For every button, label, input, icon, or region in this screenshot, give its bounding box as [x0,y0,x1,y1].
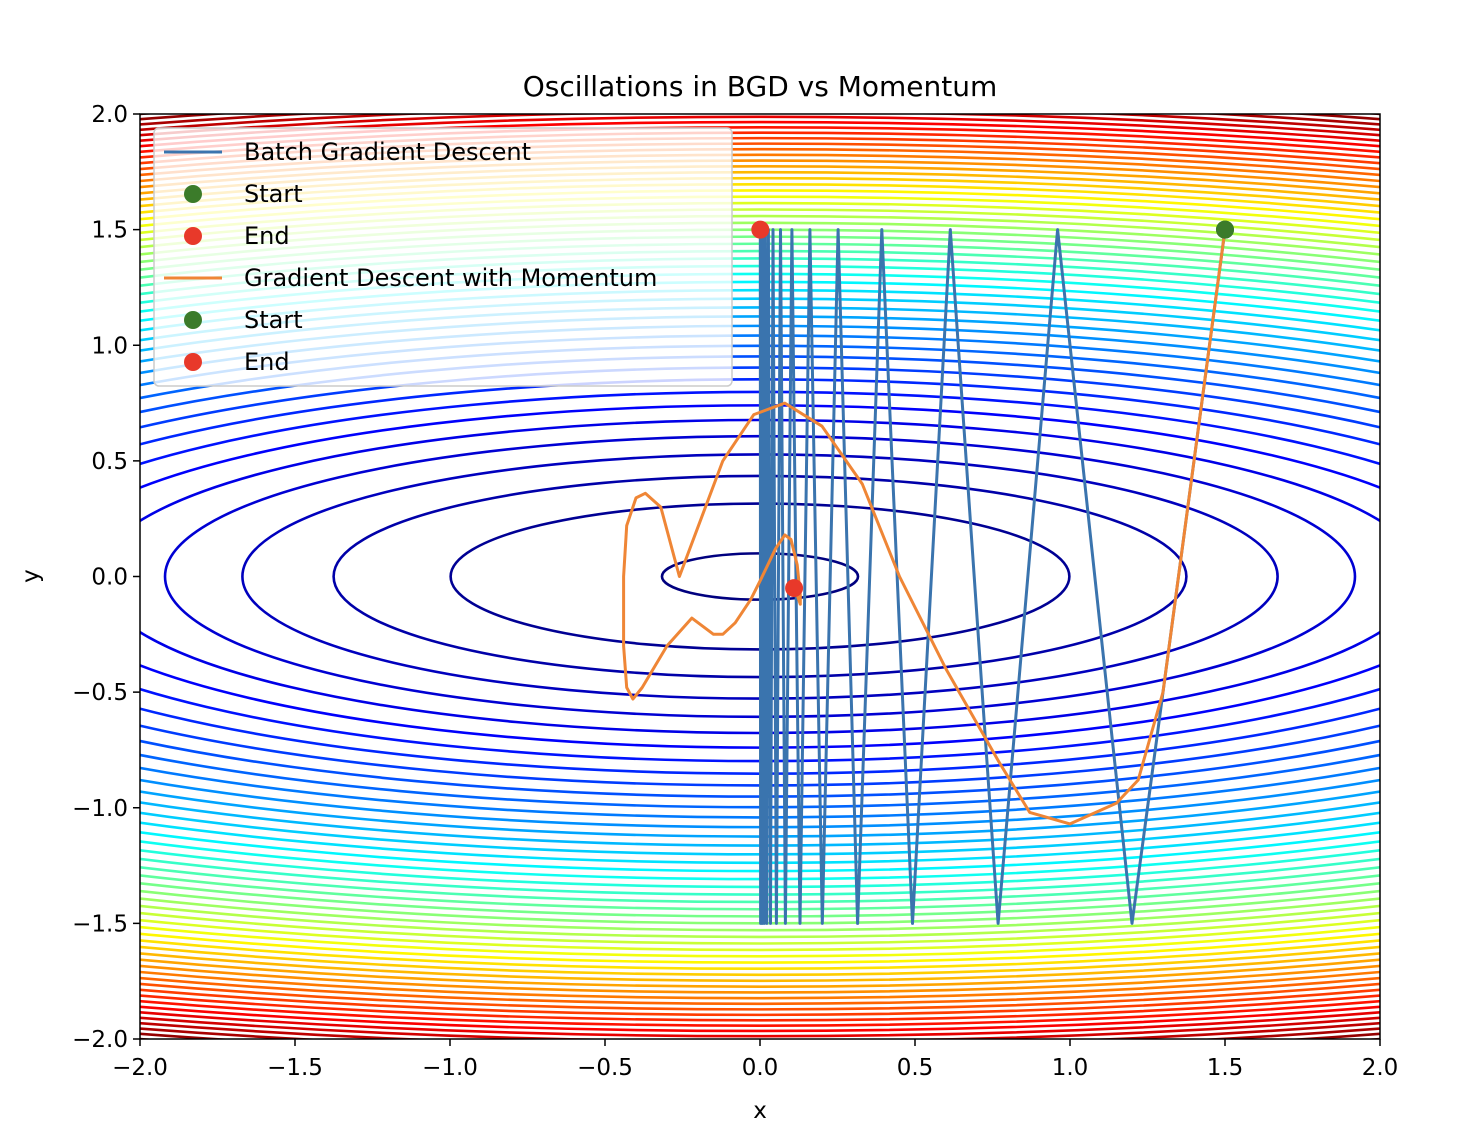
legend-marker-swatch [184,227,202,245]
legend-label: End [244,348,290,376]
x-tick-label: 1.5 [1207,1055,1244,1081]
contour-line [140,115,1380,1038]
end-marker [751,220,770,239]
x-tick-label: 0.5 [897,1055,934,1081]
contour-line [140,126,1380,1027]
x-tick-label: 2.0 [1362,1055,1399,1081]
contour-line [140,189,1380,964]
contour-line [140,153,1380,1000]
chart-title: Oscillations in BGD vs Momentum [523,70,998,103]
end-marker [785,579,804,598]
contour-line [140,201,1380,952]
y-axis-label: y [18,569,44,583]
y-tick-label: 1.0 [91,333,128,359]
contour-line [140,214,1380,939]
start-marker [1216,220,1234,239]
y-tick-label: 0.5 [91,449,128,475]
x-tick-label: −1.5 [267,1055,323,1081]
contour-line [140,131,1380,1022]
legend-marker-swatch [184,311,202,329]
contour-line [140,159,1380,994]
contour-line [140,136,1380,1017]
legend-label: Gradient Descent with Momentum [244,264,657,292]
contour-line [140,171,1380,982]
legend-label: Batch Gradient Descent [244,138,531,166]
y-tick-label: −0.5 [72,680,128,706]
legend-label: End [244,222,290,250]
x-tick-label: −0.5 [577,1055,633,1081]
contour-line [140,177,1380,976]
y-tick-label: 1.5 [91,218,128,244]
series-line-momentum [622,229,1227,826]
y-tick-label: −2.0 [72,1027,128,1053]
y-tick-label: −1.0 [72,796,128,822]
x-tick-label: 1.0 [1052,1055,1089,1081]
x-tick-label: −1.0 [422,1055,478,1081]
contour-line [140,208,1380,945]
series-layer [622,220,1234,925]
x-axis: −2.0 −1.5 −1.0 −0.5 0.0 0.5 1.0 1.5 2.0 [112,1039,1398,1081]
y-tick-label: 0.0 [91,565,128,591]
contour-line [140,183,1380,970]
legend-label: Start [244,306,303,334]
y-tick-label: 2.0 [91,102,128,128]
contour-line [140,148,1380,1005]
contour-line [140,142,1380,1011]
contour-line [140,120,1380,1033]
y-axis: −2.0 −1.5 −1.0 −0.5 0.0 0.5 1.0 1.5 2.0 [72,102,140,1053]
contour-line [140,165,1380,988]
legend-label: Start [244,180,303,208]
legend-marker-swatch [184,185,202,203]
x-tick-label: 0.0 [742,1055,779,1081]
contour-line [140,195,1380,958]
x-axis-label: x [753,1098,767,1124]
legend-box [153,127,733,387]
legend: Batch Gradient Descent Start End Gradient D… [153,127,733,387]
y-tick-label: −1.5 [72,911,128,937]
x-tick-label: −2.0 [112,1055,168,1081]
legend-marker-swatch [184,353,202,371]
series-line-batch-gradient-descent [758,228,1227,925]
